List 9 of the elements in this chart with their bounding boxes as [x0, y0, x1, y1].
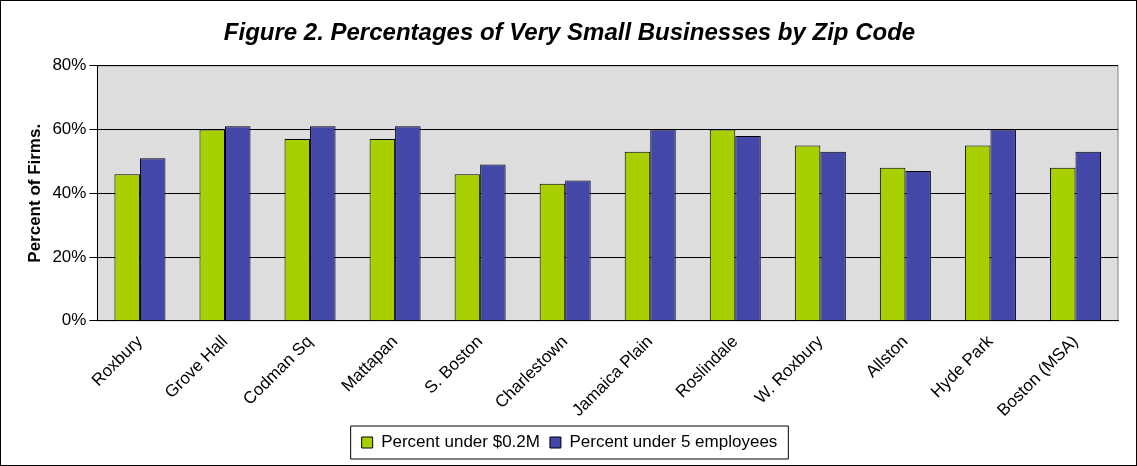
y-tick-label: 60%: [52, 119, 87, 139]
y-tick-label: 80%: [52, 55, 87, 75]
legend-label: Percent under $0.2M: [381, 432, 540, 452]
legend-label: Percent under 5 employees: [569, 432, 778, 452]
chart-title: Figure 2. Percentages of Very Small Businesses by Zip Code: [223, 18, 916, 46]
y-tick-label: 20%: [52, 246, 87, 266]
y-tick-label: 0%: [61, 310, 87, 330]
y-axis-title: Percent of Firms.: [24, 123, 44, 263]
y-tick-label: 40%: [52, 182, 87, 202]
